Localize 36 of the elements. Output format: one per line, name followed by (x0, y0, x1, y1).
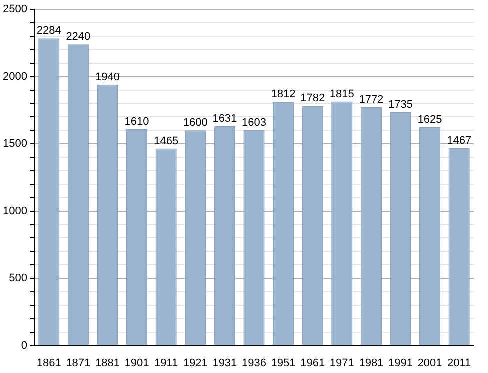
x-tick-label: 1881 (95, 357, 120, 370)
x-tick-label: 1981 (359, 357, 384, 370)
x-tick-label: 2011 (448, 357, 472, 370)
x-tick-label: 1901 (124, 357, 150, 370)
data-label: 1465 (154, 135, 179, 148)
data-label: 1735 (388, 99, 413, 112)
y-tick-label: 500 (9, 272, 28, 285)
data-label: 1603 (242, 116, 266, 129)
data-label: 1812 (271, 88, 296, 101)
x-tick-label: 1861 (36, 357, 62, 370)
x-tick-label: 1871 (66, 357, 91, 370)
x-tick-label: 2001 (418, 357, 442, 370)
y-tick-label: 1500 (2, 138, 28, 150)
y-tick-label: 2000 (2, 70, 28, 83)
data-label: 2284 (36, 25, 62, 38)
y-tick-label: 2500 (2, 4, 28, 16)
x-tick-label: 1921 (183, 357, 208, 370)
data-label: 1625 (418, 114, 442, 126)
data-label: 1782 (300, 92, 326, 105)
y-tick-label: 0 (21, 340, 28, 352)
data-label: 2240 (66, 31, 91, 44)
x-tick-label: 1961 (300, 357, 326, 370)
data-label: 1815 (330, 88, 354, 100)
data-label: 1600 (183, 117, 208, 130)
data-label: 1940 (95, 71, 120, 84)
x-tick-label: 1931 (212, 357, 238, 370)
x-tick-label: 1951 (271, 357, 296, 370)
x-tick-label: 1991 (388, 357, 413, 370)
data-label: 1631 (212, 112, 238, 125)
x-tick-label: 1971 (330, 357, 354, 370)
y-tick-label: 1000 (2, 205, 28, 218)
x-tick-label: 1911 (154, 357, 178, 370)
data-label: 1772 (359, 94, 384, 106)
x-tick-label: 1936 (242, 357, 266, 370)
data-label: 1467 (447, 135, 472, 148)
data-label: 1610 (124, 116, 150, 128)
